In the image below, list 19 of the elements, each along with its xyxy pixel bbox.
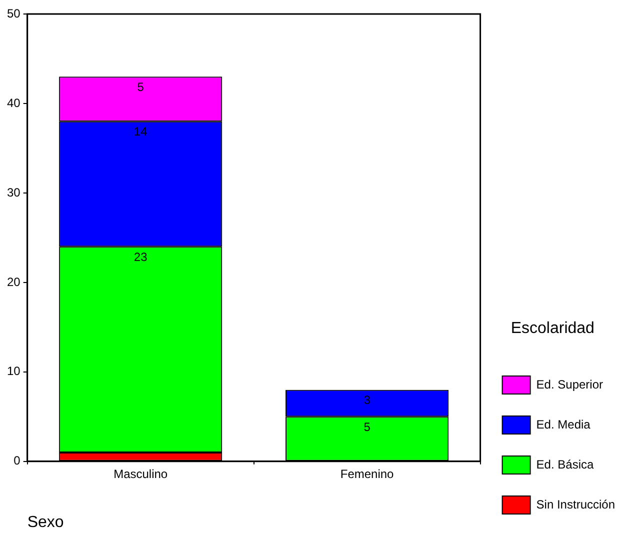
legend-title: Escolaridad [510, 320, 594, 338]
legend-label: Sin Instrucción [536, 497, 615, 512]
y-tick-label: 20 [6, 274, 21, 289]
data-label: 14 [134, 124, 148, 139]
data-label: 5 [137, 80, 144, 94]
legend-label: Ed. Media [536, 417, 591, 432]
legend-label: Ed. Superior [536, 377, 604, 392]
x-tick-label: Masculino [114, 466, 168, 481]
y-tick-label: 40 [6, 96, 21, 110]
data-label: 3 [364, 393, 371, 408]
x-axis-title: Sexo [27, 514, 64, 531]
data-label: 23 [134, 250, 148, 264]
y-tick-label: 0 [14, 454, 21, 468]
data-label: 5 [364, 420, 371, 434]
y-tick-label: 50 [6, 6, 21, 20]
x-tick-label: Femenino [340, 466, 394, 481]
legend-label: Ed. Básica [536, 457, 594, 472]
y-tick-label: 30 [6, 185, 21, 200]
y-tick-label: 10 [6, 364, 21, 378]
